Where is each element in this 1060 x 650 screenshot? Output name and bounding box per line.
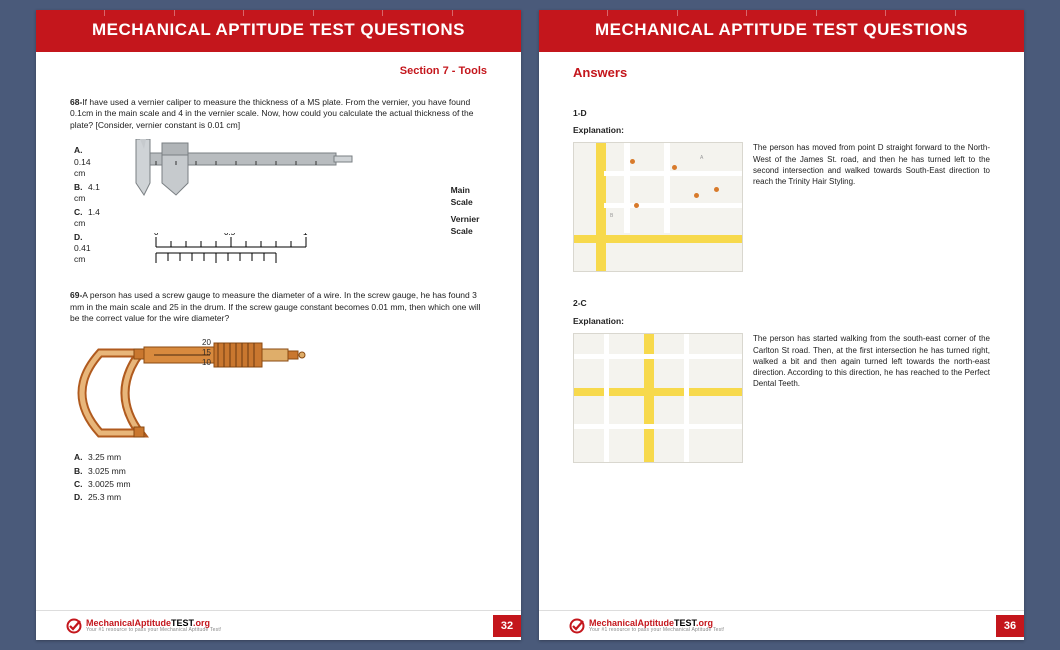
header-ticks bbox=[539, 10, 1024, 16]
caliper-figure: 0 0.5 1 bbox=[116, 139, 438, 276]
brand-text: MechanicalAptitudeTEST.org Your #1 resou… bbox=[86, 619, 222, 633]
drum-label: 10 bbox=[202, 358, 211, 367]
answer-id: 2-C bbox=[573, 298, 990, 309]
answers-title: Answers bbox=[573, 64, 990, 82]
checkmark-icon bbox=[569, 618, 585, 634]
option: B.3.025 mm bbox=[74, 466, 487, 477]
map-figure-1: A B bbox=[573, 142, 743, 272]
question-69: 69-A person has used a screw gauge to me… bbox=[70, 290, 487, 504]
answer-1: 1-D Explanation: bbox=[573, 108, 990, 273]
option: D.0.41 cm bbox=[74, 232, 104, 266]
answer-2: 2-C Explanation: The person has started … bbox=[573, 298, 990, 463]
explanation-label: Explanation: bbox=[573, 316, 990, 327]
answer-text: The person has moved from point D straig… bbox=[753, 142, 990, 187]
header-ticks bbox=[36, 10, 521, 16]
question-text: 68-If have used a vernier caliper to mea… bbox=[70, 97, 487, 131]
option: D.25.3 mm bbox=[74, 492, 487, 503]
scale-tick-2: 1 bbox=[303, 233, 308, 237]
brand-logo: MechanicalAptitudeTEST.org Your #1 resou… bbox=[569, 618, 725, 634]
question-body: If have used a vernier caliper to measur… bbox=[70, 97, 474, 130]
answer-id: 1-D bbox=[573, 108, 990, 119]
drum-label: 20 bbox=[202, 338, 211, 347]
answer-text: The person has started walking from the … bbox=[753, 333, 990, 389]
page-left: MECHANICAL APTITUDE TEST QUESTIONS Secti… bbox=[36, 10, 521, 640]
page-header: MECHANICAL APTITUDE TEST QUESTIONS bbox=[539, 10, 1024, 52]
explanation-label: Explanation: bbox=[573, 125, 990, 136]
page-body-left: Section 7 - Tools 68-If have used a vern… bbox=[36, 52, 521, 610]
map-figure-2 bbox=[573, 333, 743, 463]
page-body-right: Answers 1-D Explanation: bbox=[539, 52, 1024, 610]
page-header: MECHANICAL APTITUDE TEST QUESTIONS bbox=[36, 10, 521, 52]
page-number: 32 bbox=[493, 615, 521, 637]
brand-logo: MechanicalAptitudeTEST.org Your #1 resou… bbox=[66, 618, 222, 634]
page-number: 36 bbox=[996, 615, 1024, 637]
option: A.0.14 cm bbox=[74, 145, 104, 179]
main-scale-label: Main Scale bbox=[451, 185, 487, 208]
page-right: MECHANICAL APTITUDE TEST QUESTIONS Answe… bbox=[539, 10, 1024, 640]
scale-tick-0: 0 bbox=[154, 233, 159, 237]
brand-text: MechanicalAptitudeTEST.org Your #1 resou… bbox=[589, 619, 725, 633]
vernier-scale-label: Vernier Scale bbox=[451, 214, 487, 237]
checkmark-icon bbox=[66, 618, 82, 634]
options-69: A.3.25 mm B.3.025 mm C.3.0025 mm D.25.3 … bbox=[74, 452, 487, 504]
option: B.4.1 cm bbox=[74, 182, 104, 205]
header-title: MECHANICAL APTITUDE TEST QUESTIONS bbox=[595, 20, 968, 39]
scale-labels: Main Scale Vernier Scale bbox=[451, 185, 487, 237]
question-body: A person has used a screw gauge to measu… bbox=[70, 290, 481, 323]
drum-label: 15 bbox=[202, 348, 211, 357]
header-title: MECHANICAL APTITUDE TEST QUESTIONS bbox=[92, 20, 465, 39]
question-number: 69- bbox=[70, 290, 82, 300]
section-title: Section 7 - Tools bbox=[70, 64, 487, 79]
question-number: 68- bbox=[70, 97, 82, 107]
option: C.3.0025 mm bbox=[74, 479, 487, 490]
question-text: 69-A person has used a screw gauge to me… bbox=[70, 290, 487, 324]
micrometer-figure: 20 15 10 bbox=[70, 333, 487, 446]
option: C.1.4 cm bbox=[74, 207, 104, 230]
options-68: A.0.14 cm B.4.1 cm C.1.4 cm D.0.41 cm bbox=[74, 145, 104, 268]
question-68: 68-If have used a vernier caliper to mea… bbox=[70, 97, 487, 276]
page-footer: MechanicalAptitudeTEST.org Your #1 resou… bbox=[36, 610, 521, 640]
option: A.3.25 mm bbox=[74, 452, 487, 463]
scale-tick-1: 0.5 bbox=[224, 233, 236, 237]
page-footer: MechanicalAptitudeTEST.org Your #1 resou… bbox=[539, 610, 1024, 640]
